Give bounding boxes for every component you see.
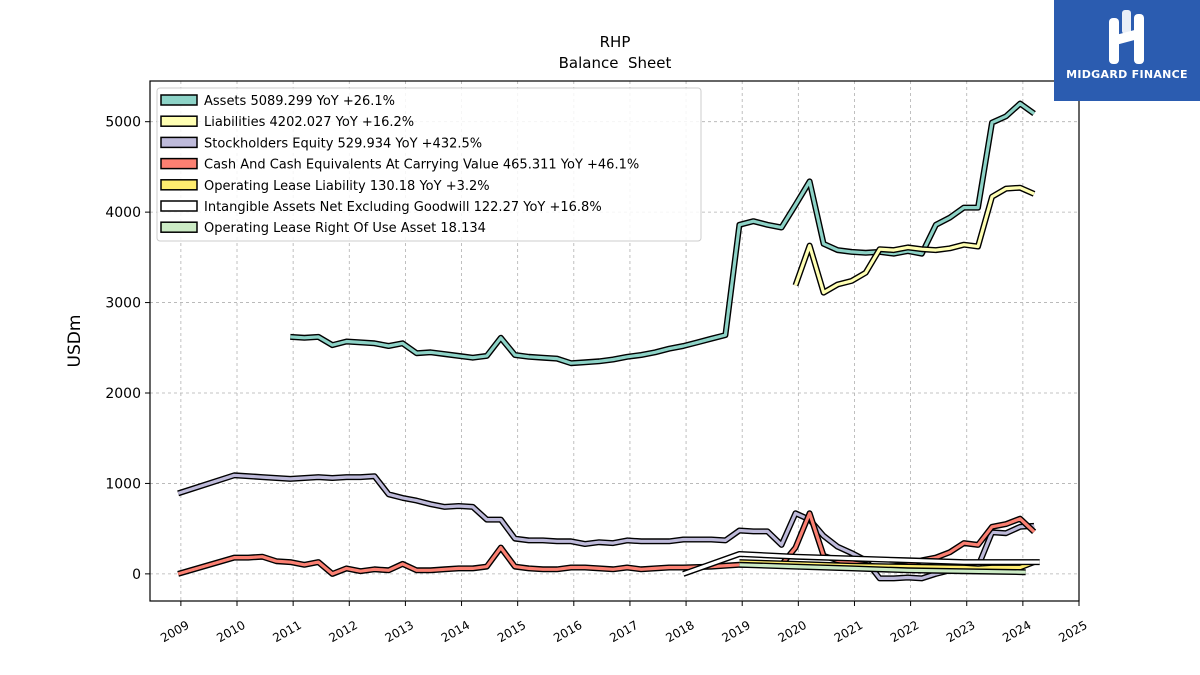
legend-swatch — [160, 157, 198, 170]
series-line-2 — [177, 472, 1035, 582]
legend-swatch — [160, 200, 198, 212]
watermark-text: MIDGARD FINANCE — [1066, 68, 1188, 81]
series-stroke — [290, 102, 1036, 365]
legend-swatch — [160, 221, 198, 233]
legend-entry: Intangible Assets Net Excluding Goodwill… — [204, 200, 602, 215]
y-axis-label: USDm — [65, 315, 85, 368]
series-stroke — [682, 552, 1040, 576]
legend-entry: Operating Lease Right Of Use Asset 18.13… — [204, 221, 486, 236]
y-tick-label: 0 — [132, 567, 141, 583]
plot-frame — [149, 80, 1080, 602]
legend-entry: Operating Lease Liability 130.18 YoY +3.… — [204, 179, 490, 194]
series-stroke — [793, 186, 1035, 295]
series-lines — [177, 100, 1040, 582]
watermark-logo: MIDGARD FINANCE — [1054, 0, 1200, 101]
series-stroke — [739, 563, 1026, 574]
y-tick-label: 1000 — [105, 476, 141, 492]
series-line-5 — [682, 551, 1040, 577]
series-line-6 — [739, 561, 1026, 576]
y-tick-label: 2000 — [105, 386, 141, 402]
legend-swatch — [160, 179, 198, 191]
logo-mark-icon — [1109, 10, 1144, 64]
chart-subtitle: Balance Sheet — [559, 54, 672, 72]
chart-title: RHP — [600, 33, 631, 51]
legend-entry: Stockholders Equity 529.934 YoY +432.5% — [204, 136, 482, 151]
legend-swatch — [160, 115, 198, 127]
legend-swatch — [160, 94, 198, 106]
legend-box — [156, 87, 702, 242]
legend-entry: Assets 5089.299 YoY +26.1% — [204, 94, 395, 109]
y-tick-label: 3000 — [105, 296, 141, 312]
series-line-1 — [792, 184, 1036, 296]
legend: Assets 5089.299 YoY +26.1% Liabilities 42… — [156, 87, 702, 242]
legend-swatch — [160, 136, 198, 149]
legend-entry: Liabilities 4202.027 YoY +16.2% — [204, 115, 414, 130]
y-axis-ticks: 0 1000 2000 3000 4000 5000 — [105, 115, 150, 583]
series-line-0 — [290, 100, 1036, 367]
series-stroke — [177, 473, 1035, 580]
y-tick-label: 4000 — [105, 205, 141, 221]
legend-entry: Cash And Cash Equivalents At Carrying Va… — [204, 158, 639, 173]
y-tick-label: 5000 — [105, 115, 141, 131]
